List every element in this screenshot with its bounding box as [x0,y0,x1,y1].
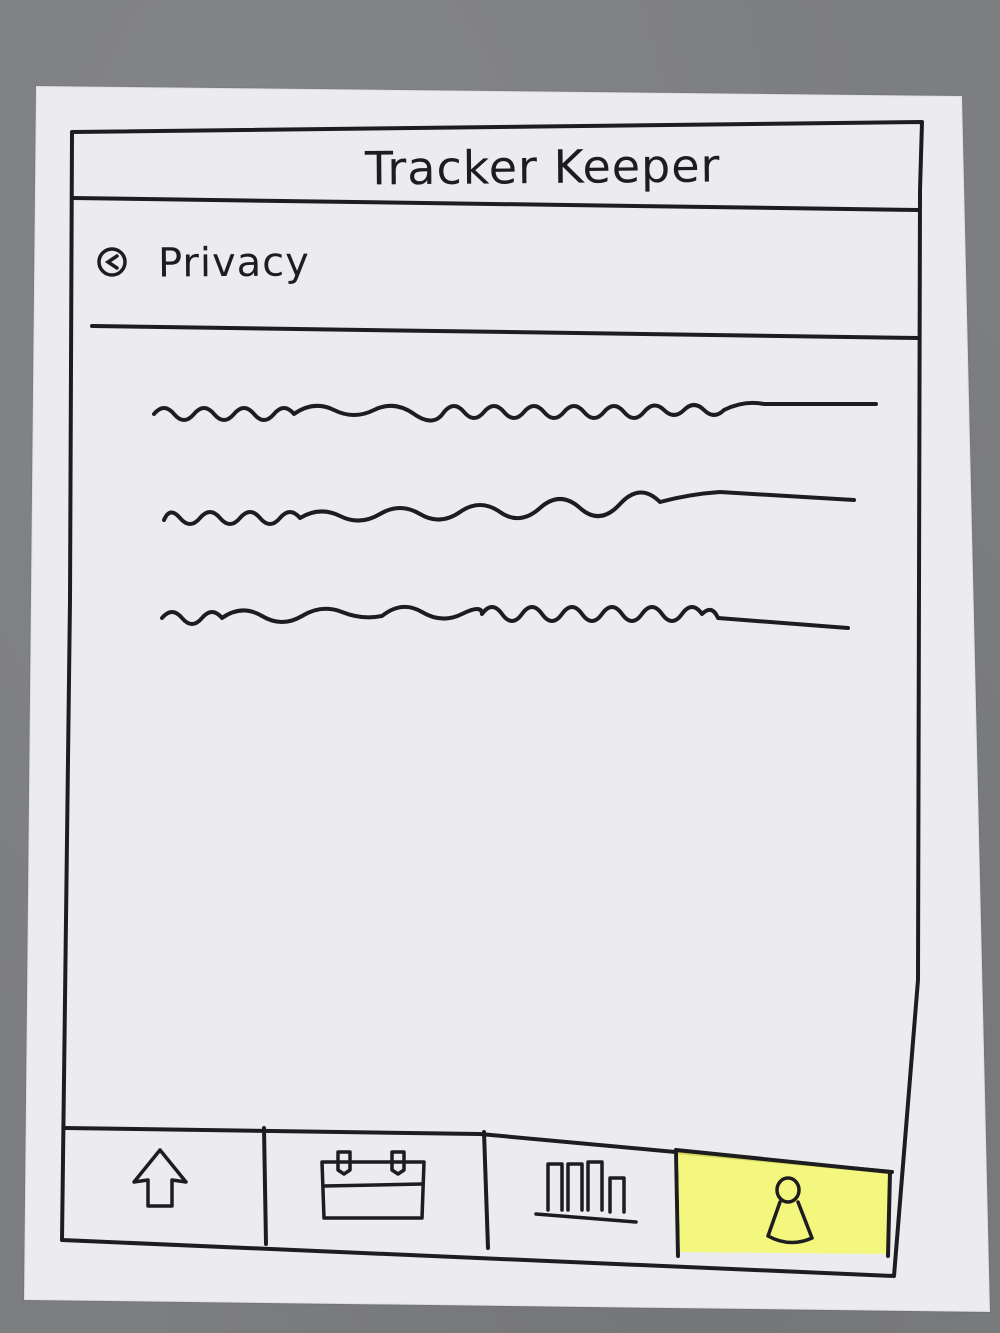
back-button[interactable] [90,240,140,290]
nav-tab-stats[interactable] [488,1134,674,1246]
page-title: Privacy [157,239,310,287]
content-line-2 [162,490,856,526]
phone-frame [60,120,924,1278]
bar-chart-icon [534,1160,638,1224]
nav-separator-1 [262,1126,268,1246]
app-title: Tracker Keeper [364,138,721,196]
person-icon [766,1176,814,1245]
header-divider [70,196,920,212]
paper-sheet [24,86,990,1312]
back-arrow-icon [97,247,127,277]
nav-separator-2 [482,1130,490,1250]
nav-tab-profile[interactable] [676,1150,888,1254]
content-area [152,400,878,630]
nav-tab-home[interactable] [66,1130,262,1240]
content-line-3 [160,604,850,630]
nav-separator-3 [674,1148,680,1258]
content-line-1 [152,400,878,423]
subheader-divider [90,324,920,340]
calendar-icon [320,1150,426,1220]
home-icon [132,1148,188,1208]
nav-tab-calendar[interactable] [266,1132,484,1244]
